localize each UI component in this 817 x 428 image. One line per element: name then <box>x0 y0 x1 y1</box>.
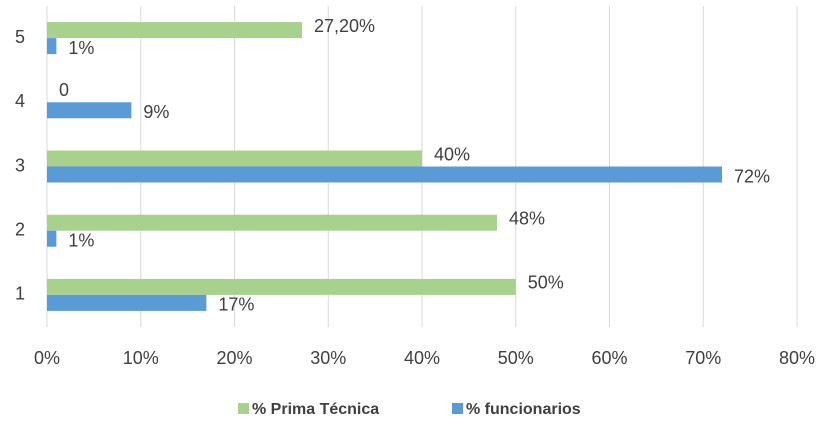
legend-swatch <box>238 403 249 414</box>
y-tick-label: 1 <box>15 284 25 304</box>
legend-label: % funcionarios <box>466 401 581 418</box>
x-tick-label: 20% <box>216 348 252 368</box>
bar <box>47 278 516 295</box>
legend-label: % Prima Técnica <box>252 401 379 418</box>
value-label: 1% <box>68 38 94 58</box>
bar <box>47 166 722 183</box>
bar <box>47 102 132 119</box>
value-label: 0 <box>59 80 69 100</box>
bar <box>47 22 302 39</box>
legend-swatch <box>452 403 463 414</box>
bar <box>47 214 497 231</box>
value-label: 50% <box>528 273 564 293</box>
bar <box>47 294 207 311</box>
x-tick-label: 60% <box>591 348 627 368</box>
value-label: 1% <box>68 230 94 250</box>
x-tick-label: 10% <box>123 348 159 368</box>
y-tick-label: 3 <box>15 155 25 175</box>
x-tick-label: 40% <box>404 348 440 368</box>
value-label: 17% <box>218 295 254 315</box>
y-tick-label: 2 <box>15 219 25 239</box>
bar <box>47 230 57 247</box>
value-label: 40% <box>434 144 470 164</box>
x-tick-label: 30% <box>310 348 346 368</box>
x-tick-label: 70% <box>685 348 721 368</box>
bar <box>47 38 57 55</box>
x-tick-label: 80% <box>779 348 815 368</box>
y-tick-label: 4 <box>15 91 25 111</box>
value-label: 48% <box>509 208 545 228</box>
value-label: 72% <box>734 166 770 186</box>
x-tick-label: 50% <box>498 348 534 368</box>
value-label: 9% <box>143 102 169 122</box>
y-tick-label: 5 <box>15 27 25 47</box>
x-tick-label: 0% <box>34 348 60 368</box>
bar <box>47 150 422 167</box>
value-label: 27,20% <box>314 16 375 36</box>
